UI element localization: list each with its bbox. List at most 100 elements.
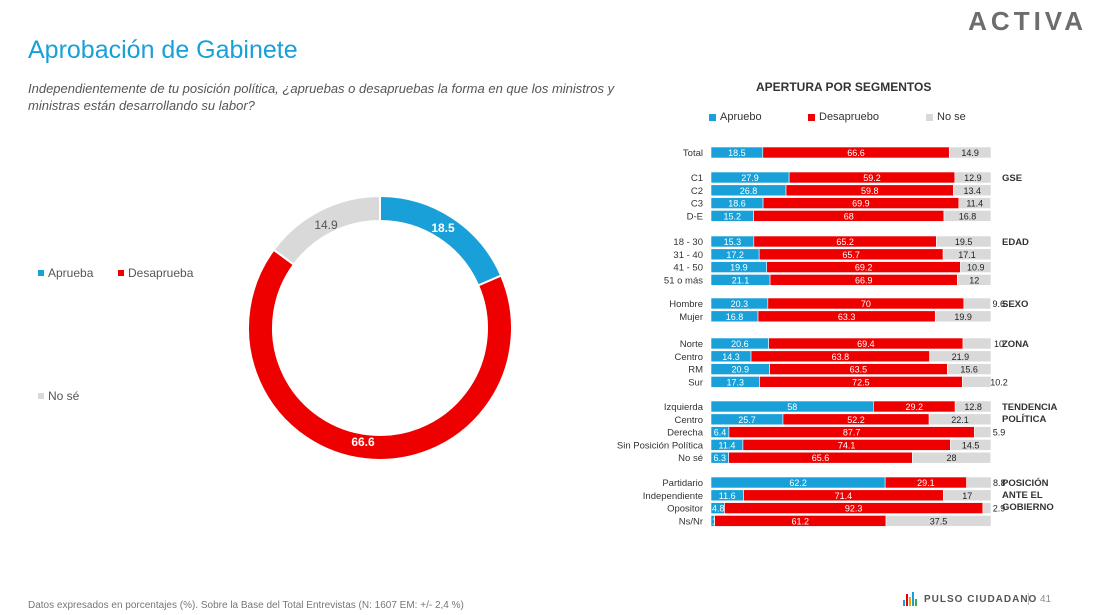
pie-legend-label: Desaprueba [128, 266, 194, 280]
segment-value-approve: 25.7 [738, 415, 756, 425]
segment-bar-nose [954, 400, 992, 413]
segment-category-label: Izquierda [664, 402, 704, 413]
segment-value-nose: 12 [969, 275, 979, 285]
seg-legend-nose: No se [926, 111, 966, 123]
pie-legend-approve: Aprueba [38, 266, 93, 280]
segment-value-disapprove: 69.9 [852, 199, 870, 209]
segment-bar-nose [957, 274, 992, 286]
segment-value-nose: 14.9 [961, 148, 979, 158]
segment-value-approve: 62.2 [789, 478, 807, 488]
pulso-logo: PULSO CIUDADANO [903, 592, 1037, 606]
segment-value-approve: 6.3 [714, 453, 727, 463]
seg-legend-disapprove: Desapruebo [808, 111, 879, 123]
segment-value-disapprove: 65.7 [842, 250, 860, 260]
segment-category-label: C1 [691, 173, 703, 184]
segment-value-nose: 2.9 [993, 504, 1006, 514]
segment-value-nose: 11.4 [966, 199, 983, 209]
segment-value-approve: 58 [787, 402, 797, 412]
segment-value-nose: 13.4 [963, 186, 981, 196]
segment-category-label: Derecha [667, 428, 704, 439]
segment-value-approve: 18.6 [728, 199, 746, 209]
segment-value-approve: 6.4 [714, 428, 727, 438]
segment-group-label: ZONA [1002, 339, 1029, 350]
footer-divider [1028, 593, 1029, 605]
segment-value-disapprove: 87.7 [843, 428, 861, 438]
segment-value-disapprove: 71.4 [835, 491, 853, 501]
segment-value-approve: 20.9 [731, 365, 749, 375]
brand-logo: ACTIVA [968, 6, 1087, 36]
segment-value-disapprove: 63.8 [832, 352, 850, 362]
segment-group-label: GSE [1002, 173, 1022, 184]
segment-bar-nose [962, 376, 992, 388]
seg-legend-label: Desapruebo [819, 111, 879, 123]
segment-bar-nose [948, 146, 992, 159]
segment-value-nose: 19.5 [955, 237, 973, 247]
segment-value-nose: 10.9 [967, 263, 985, 273]
segment-value-disapprove: 59.2 [863, 173, 881, 183]
segment-category-label: 18 - 30 [673, 237, 703, 248]
segment-bar-nose [942, 248, 992, 261]
segment-value-disapprove: 69.2 [855, 263, 873, 273]
pie-legend-disapprove: Desaprueba [118, 266, 193, 280]
segment-bar-nose [943, 210, 992, 222]
segment-value-approve: 17.3 [726, 377, 744, 387]
seg-legend-approve: Apruebo [709, 111, 762, 123]
segment-bar-nose [943, 489, 992, 502]
segment-group-label: EDAD [1002, 237, 1029, 248]
segment-bar-nose [928, 413, 992, 426]
segment-value-disapprove: 92.3 [845, 504, 863, 514]
legend-swatch-disapprove [808, 113, 815, 121]
footer-note: Datos expresados en porcentajes (%). Sob… [28, 600, 464, 611]
segment-value-nose: 14.5 [962, 440, 980, 450]
segment-bar-nose [974, 426, 992, 438]
donut-slice-disapprove [247, 248, 513, 461]
segment-value-approve: 15.3 [724, 237, 742, 247]
segment-value-disapprove: 61.2 [792, 516, 810, 526]
segment-value-nose: 19.9 [954, 312, 972, 322]
segment-value-approve: 14.3 [722, 352, 740, 362]
segment-value-disapprove: 70 [861, 299, 871, 309]
segment-bar-nose [953, 184, 992, 197]
segment-bar-nose [966, 476, 992, 489]
segment-value-nose: 17.1 [958, 250, 976, 260]
segment-category-label: 41 - 50 [673, 263, 703, 274]
legend-swatch-nose [926, 113, 933, 121]
segment-value-approve: 11.4 [719, 440, 736, 450]
segment-category-label: Independiente [643, 491, 703, 502]
segment-value-approve: 26.8 [740, 186, 758, 196]
segment-value-disapprove: 69.4 [857, 339, 875, 349]
segment-category-label: C3 [691, 199, 703, 210]
pie-legend-label: No sé [48, 389, 80, 403]
page-title: Aprobación de Gabinete [28, 36, 298, 64]
segment-bar-nose [958, 197, 992, 209]
legend-swatch-nose [38, 393, 44, 399]
segment-value-nose: 37.5 [930, 516, 948, 526]
pie-legend-label: Aprueba [48, 266, 94, 280]
segment-value-approve: 18.5 [728, 148, 746, 158]
legend-swatch-approve [38, 270, 44, 276]
legend-swatch-disapprove [118, 270, 124, 276]
segment-value-disapprove: 66.9 [855, 275, 873, 285]
logo-text: PULSO CIUDADANO [924, 593, 1038, 605]
segment-bar-nose [982, 502, 992, 514]
segment-bar-nose [912, 451, 992, 464]
donut-label-approve: 18.5 [431, 221, 455, 235]
segment-category-label: C2 [691, 186, 703, 197]
segment-category-label: Sin Posición Política [617, 440, 704, 451]
segment-value-disapprove: 74.1 [838, 440, 856, 450]
pulse-bars-icon [903, 592, 918, 606]
donut-label-disapprove: 66.6 [351, 435, 375, 449]
segment-value-disapprove: 29.1 [917, 478, 935, 488]
segment-value-nose: 8.8 [993, 478, 1006, 488]
segment-category-label: Hombre [669, 299, 703, 310]
segment-value-nose: 15.6 [960, 365, 978, 375]
donut-label-nose: 14.9 [314, 218, 338, 232]
segment-value-disapprove: 63.5 [850, 365, 868, 375]
segment-value-nose: 17 [962, 491, 972, 501]
segment-value-nose: 21.9 [952, 352, 970, 362]
segment-value-approve: 21.1 [732, 275, 750, 285]
segment-category-label: Norte [680, 339, 703, 350]
pie-legend-nose: No sé [38, 389, 79, 403]
seg-legend-label: Apruebo [720, 111, 762, 123]
segment-bar-nose [954, 171, 992, 184]
